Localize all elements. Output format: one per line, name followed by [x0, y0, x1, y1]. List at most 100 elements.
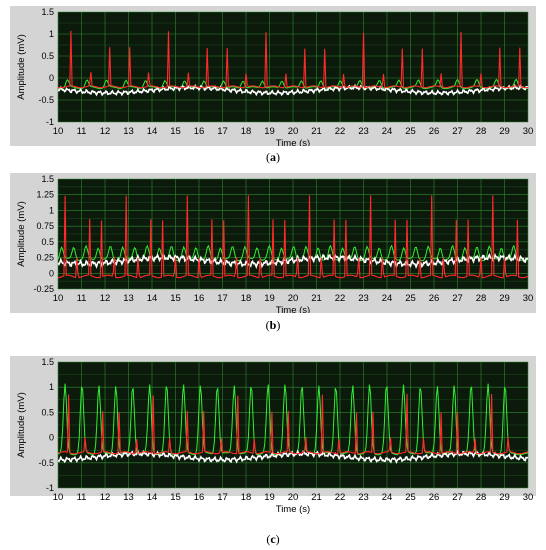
- trace-red: [58, 393, 528, 455]
- y-axis-label: Amplitude (mV): [16, 34, 27, 99]
- x-tick-label: 28: [476, 126, 487, 137]
- y-tick-label: -1: [46, 117, 54, 127]
- x-tick-label: 18: [241, 293, 252, 304]
- trace-white: [58, 449, 528, 464]
- x-tick-label: 17: [217, 492, 228, 503]
- x-tick-label: 21: [311, 126, 322, 137]
- x-tick-label: 28: [476, 492, 487, 503]
- x-tick-label: 10: [53, 126, 64, 137]
- x-tick-label: 12: [100, 293, 111, 304]
- x-tick-label: 13: [123, 126, 134, 137]
- x-tick-label: 11: [77, 293, 87, 304]
- trace-red: [58, 195, 528, 279]
- trace-green: [58, 244, 528, 262]
- chart-panel-b: 10 11 12 13 14 15 16 17 18 19 20 21 22 23 24 25 26 27 28 29…: [10, 173, 536, 316]
- y-tick-label: 1.25: [36, 190, 54, 200]
- x-tick-label: 30: [523, 492, 534, 503]
- x-tick-label: 11: [77, 492, 87, 503]
- x-tick-label: 29: [499, 293, 510, 304]
- x-tick-label: 10: [53, 293, 64, 304]
- caption-a: (a): [266, 150, 280, 164]
- trace-red: [58, 30, 528, 89]
- x-tick-label: 15: [170, 293, 181, 304]
- y-tick-label: 1: [49, 29, 54, 39]
- x-tick-label: 19: [264, 492, 275, 503]
- caption-c: (c): [266, 532, 280, 546]
- x-tick-label: 23: [358, 492, 369, 503]
- y-tick-label: 1.5: [41, 7, 54, 17]
- x-tick-label: 16: [194, 293, 205, 304]
- x-tick-label: 27: [452, 293, 463, 304]
- y-tick-label: 0.75: [36, 221, 54, 231]
- y-tick-label: 0: [49, 73, 54, 83]
- x-tick-label: 10: [53, 492, 64, 503]
- x-tick-label: 22: [335, 293, 346, 304]
- x-tick-label: 15: [170, 492, 181, 503]
- chart-panel-c: 10 11 12 13 14 15 16 17 18 19 20 21 22 23 24 25 26 27 28 29…: [10, 356, 536, 515]
- x-tick-label: 29: [499, 126, 510, 137]
- x-tick-label: 26: [429, 492, 440, 503]
- x-tick-label: 26: [429, 293, 440, 304]
- x-tick-label: 23: [358, 126, 369, 137]
- y-tick-label: 0: [49, 268, 54, 278]
- x-tick-label: 24: [382, 126, 393, 137]
- x-tick-label: 14: [147, 293, 158, 304]
- x-tick-label: 18: [241, 126, 252, 137]
- y-axis-label: Amplitude (mV): [16, 392, 27, 457]
- y-tick-label: 1.5: [41, 357, 54, 367]
- x-tick-label: 20: [288, 492, 299, 503]
- x-tick-label: 21: [311, 293, 322, 304]
- x-tick-label: 27: [452, 126, 463, 137]
- y-tick-label: 0.25: [36, 253, 54, 263]
- y-tick-label: 0: [49, 433, 54, 443]
- x-tick-label: 14: [147, 126, 158, 137]
- x-tick-label: 23: [358, 293, 369, 304]
- x-tick-label: 12: [100, 126, 111, 137]
- x-tick-label: 13: [123, 293, 134, 304]
- x-tick-label: 27: [452, 492, 463, 503]
- x-axis-label: Time (s): [276, 138, 310, 146]
- x-tick-label: 17: [217, 126, 228, 137]
- y-tick-label: -0.25: [33, 284, 54, 294]
- x-tick-label: 22: [335, 492, 346, 503]
- x-tick-label: 24: [382, 293, 393, 304]
- y-tick-label: 0.5: [41, 237, 54, 247]
- y-tick-label: 1: [49, 205, 54, 215]
- y-tick-label: 1.5: [41, 174, 54, 184]
- traces-group: [58, 383, 528, 464]
- y-axis-label: Amplitude (mV): [16, 201, 27, 266]
- x-axis-label: Time (s): [276, 504, 310, 515]
- chart-panel-a: 10 11 12 13 14 15 16 17 18 19 20 21 22 23 24 25 26 27 28 29…: [10, 6, 536, 149]
- caption-b: (b): [265, 318, 281, 332]
- x-axis-label: Time (s): [276, 305, 310, 313]
- x-tick-label: 26: [429, 126, 440, 137]
- x-tick-label: 22: [335, 126, 346, 137]
- x-tick-label: 12: [100, 492, 111, 503]
- y-tick-label: -0.5: [38, 458, 54, 468]
- x-tick-label: 24: [382, 492, 393, 503]
- x-tick-label: 16: [194, 492, 205, 503]
- x-tick-label: 15: [170, 126, 181, 137]
- x-tick-label: 20: [288, 293, 299, 304]
- x-tick-label: 21: [311, 492, 322, 503]
- x-tick-label: 13: [123, 492, 134, 503]
- traces-group: [58, 30, 528, 97]
- x-tick-label: 30: [523, 126, 534, 137]
- x-tick-label: 19: [264, 126, 275, 137]
- x-tick-label: 29: [499, 492, 510, 503]
- x-tick-label: 19: [264, 293, 275, 304]
- y-tick-label: 0.5: [41, 51, 54, 61]
- x-tick-label: 25: [405, 126, 416, 137]
- x-tick-label: 17: [217, 293, 228, 304]
- x-tick-label: 30: [523, 293, 534, 304]
- chart-b: 10 11 12 13 14 15 16 17 18 19 20 21 22 23 24 25 26 27 28 29…: [16, 174, 534, 316]
- y-tick-label: 0.5: [41, 407, 54, 417]
- x-tick-label: 14: [147, 492, 158, 503]
- chart-c: 10 11 12 13 14 15 16 17 18 19 20 21 22 23 24 25 26 27 28 29…: [16, 357, 534, 515]
- x-tick-label: 11: [77, 126, 87, 137]
- x-tick-label: 16: [194, 126, 205, 137]
- y-tick-label: -0.5: [38, 95, 54, 105]
- x-tick-label: 25: [405, 492, 416, 503]
- y-tick-label: 1: [49, 382, 54, 392]
- trace-white: [58, 83, 528, 97]
